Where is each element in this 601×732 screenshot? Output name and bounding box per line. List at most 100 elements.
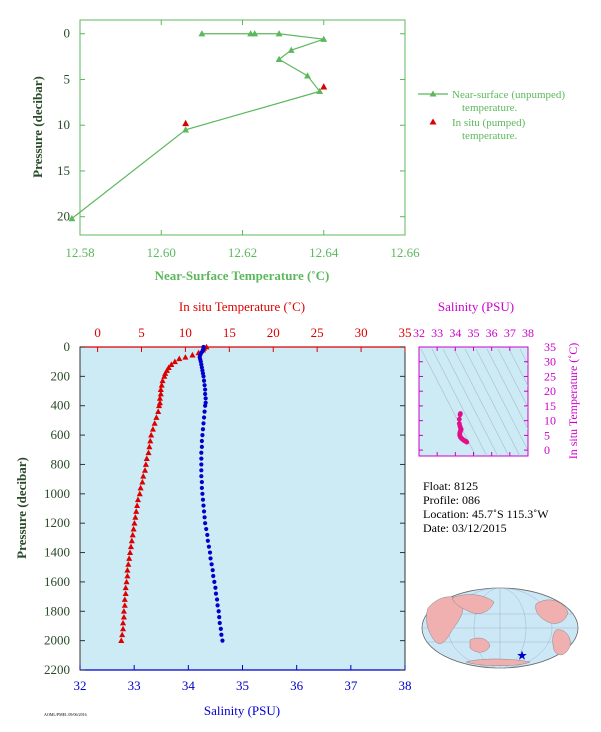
ts-point: [456, 416, 462, 422]
near-surface-point: [198, 30, 206, 37]
salinity-point: [199, 450, 204, 455]
temperature-point: [134, 502, 141, 508]
temperature-point: [132, 514, 139, 520]
temperature-point: [125, 561, 132, 567]
ts-y-tick-label: 30: [544, 355, 556, 369]
salinity-point: [201, 421, 206, 426]
temperature-point: [120, 625, 127, 632]
salinity-point: [209, 562, 214, 567]
temperature-point: [127, 543, 134, 550]
ts-x-tick-label: 32: [413, 326, 425, 340]
pressure-tick-label: 1600: [44, 574, 70, 589]
salinity-point: [217, 615, 222, 620]
temperature-point: [189, 351, 196, 358]
temperature-point: [126, 555, 133, 561]
footer-credit: AOML/PMEL 09/06/2016: [44, 712, 87, 717]
salinity-tick-label: 32: [74, 678, 87, 693]
legend-near-surface-label-1: Near-surface (unpumped): [452, 89, 565, 101]
temperature-point: [141, 467, 149, 473]
ts-density-contour: [475, 348, 528, 452]
temperature-point: [118, 637, 125, 644]
salinity-point: [203, 403, 208, 408]
salinity-point: [201, 374, 206, 379]
salinity-point: [219, 632, 224, 637]
top-x-tick-label: 12.64: [309, 245, 339, 260]
temperature-point: [120, 608, 127, 614]
temperature-point: [120, 613, 127, 620]
ts-density-contour: [420, 348, 477, 456]
top-x-tick-label: 12.58: [65, 245, 94, 260]
salinity-point: [203, 521, 208, 526]
top-x-axis-label: Near-Surface Temperature (˚C): [155, 268, 330, 283]
top-x-tick-label: 12.60: [147, 245, 176, 260]
temperature-point: [157, 390, 164, 397]
top-y-tick-label: 15: [57, 163, 70, 178]
temperature-point: [146, 443, 153, 450]
temperature-point: [182, 354, 189, 360]
info-float: Float: 8125: [423, 479, 478, 493]
salinity-point: [205, 532, 210, 538]
temperature-point: [133, 508, 140, 514]
salinity-point: [213, 585, 218, 590]
temperature-point: [156, 395, 163, 401]
temperature-point: [124, 572, 131, 579]
temperature-tick-label: 20: [267, 325, 280, 340]
temperature-tick-label: 15: [223, 325, 236, 340]
temperature-point: [121, 602, 128, 608]
salinity-point: [203, 396, 208, 401]
pressure-tick-label: 1000: [44, 486, 70, 501]
ts-density-contour: [442, 348, 499, 456]
near-surface-point: [304, 72, 311, 79]
top-x-tick-label: 12.66: [390, 245, 420, 260]
top-legend: Near-surface (unpumped) temperature. In …: [418, 89, 565, 142]
world-map: [421, 587, 579, 669]
ts-density-contour: [508, 348, 528, 387]
temperature-tick-label: 35: [399, 325, 412, 340]
legend-in-situ-marker: [429, 118, 437, 125]
salinity-point: [202, 515, 207, 520]
salinity-point: [200, 432, 205, 438]
salinity-point: [199, 456, 204, 461]
salinity-point: [207, 550, 213, 555]
near-surface-point: [275, 55, 283, 63]
ts-density-contour: [453, 348, 510, 456]
near-surface-point: [68, 214, 76, 222]
temperature-point: [130, 525, 137, 532]
salinity-point: [214, 597, 220, 602]
ts-y-tick-label: 15: [544, 399, 556, 413]
ts-y-tick-label: 35: [544, 340, 556, 354]
temperature-point: [122, 584, 129, 591]
temperature-point: [156, 402, 163, 409]
top-chart-ticks: 12.58 12.60 12.62 12.64 12.66 0 5 10 15 20: [57, 20, 420, 260]
pressure-tick-label: 1200: [44, 515, 70, 530]
ts-y-tick-label: 5: [544, 428, 550, 442]
salinity-point: [215, 603, 220, 608]
pressure-tick-label: 200: [51, 368, 71, 383]
salinity-point: [211, 573, 216, 579]
ts-point: [464, 439, 470, 445]
temperature-point: [136, 490, 143, 497]
salinity-point: [200, 427, 206, 432]
salinity-point: [199, 444, 204, 449]
near-surface-point: [287, 46, 295, 53]
pressure-tick-label: 400: [51, 398, 71, 413]
ts-density-contour: [519, 348, 528, 366]
map-land: [426, 594, 571, 666]
salinity-tick-label: 38: [399, 678, 412, 693]
temperature-point: [148, 431, 155, 438]
temperature-tick-label: 10: [179, 325, 192, 340]
temperature-point: [139, 478, 146, 485]
temperature-point: [123, 578, 130, 585]
salinity-point: [208, 556, 213, 561]
top-chart: 12.58 12.60 12.62 12.64 12.66 0 5 10 15 20 Near-S…: [30, 19, 565, 283]
ts-x-axis-label: Salinity (PSU): [438, 299, 514, 314]
temperature-point: [120, 619, 127, 626]
salinity-tick-label: 37: [344, 678, 358, 693]
top-y-tick-label: 0: [64, 26, 71, 41]
bottom-top-x-axis-label: In situ Temperature (˚C): [179, 299, 305, 314]
pressure-tick-label: 0: [64, 339, 71, 354]
ts-y-tick-label: 0: [544, 443, 550, 457]
ts-density-contour: [497, 348, 528, 409]
ts-density-contour: [464, 348, 521, 456]
